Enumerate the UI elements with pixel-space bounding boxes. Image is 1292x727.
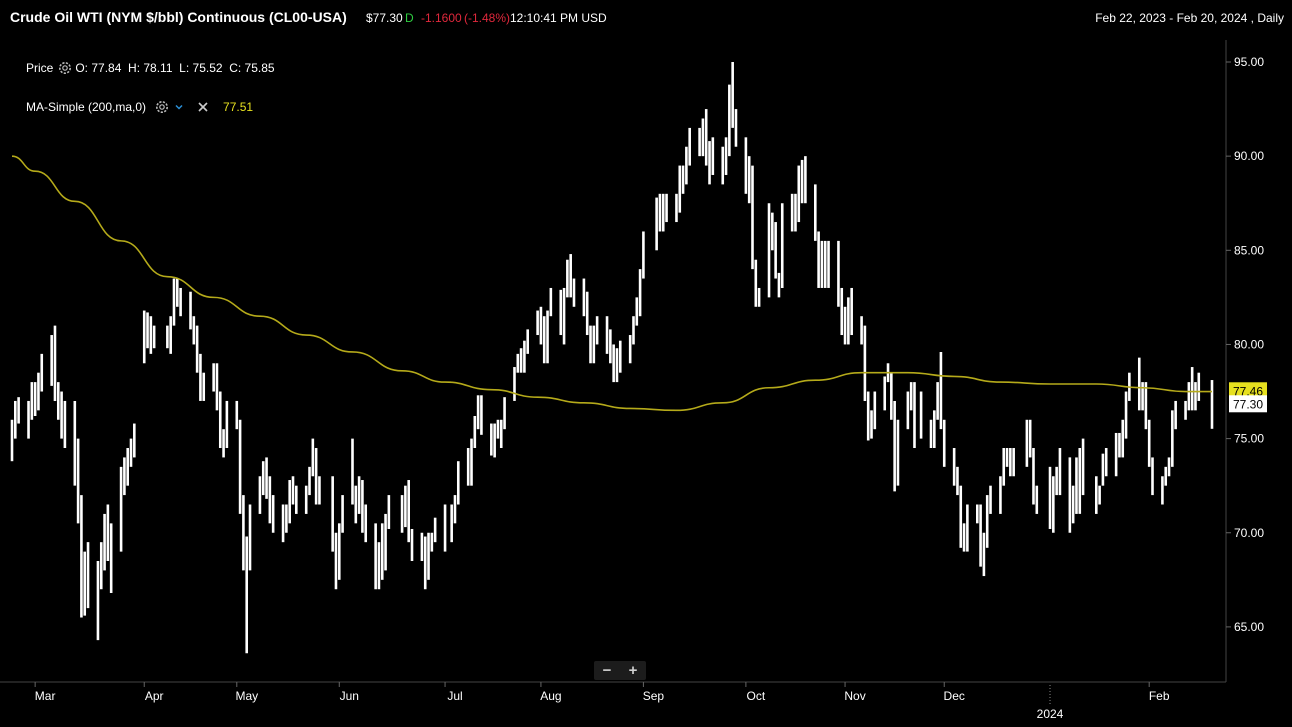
close-icon[interactable] — [197, 101, 209, 113]
ma-line — [11, 155, 1212, 412]
x-tick-label: Aug — [540, 689, 561, 703]
ma-legend: MA-Simple (200,ma,0) 77.51 — [26, 99, 253, 115]
y-tick-label: 80.00 — [1234, 337, 1264, 351]
year-label: 2024 — [1037, 707, 1064, 721]
ma-price-tag: 77.46 — [1229, 382, 1267, 400]
zoom-out-button[interactable]: − — [602, 662, 612, 679]
x-tick-label: Jul — [447, 689, 462, 703]
svg-text:77.30: 77.30 — [1233, 397, 1263, 411]
x-tick-label: May — [235, 689, 258, 703]
y-tick-label: 70.00 — [1234, 526, 1264, 540]
instrument-title: Crude Oil WTI (NYM $/bbl) Continuous (CL… — [10, 9, 347, 25]
date-range[interactable]: Feb 22, 2023 - Feb 20, 2024 , Daily — [1095, 11, 1284, 25]
last-price: $77.30 — [366, 11, 403, 25]
x-tick-label: Sep — [643, 689, 665, 703]
price-change: -1.1600 — [421, 11, 462, 25]
x-tick-label: Dec — [944, 689, 965, 703]
y-tick-label: 85.00 — [1234, 243, 1264, 257]
ohlc-bars — [10, 62, 1214, 654]
y-tick-label: 90.00 — [1234, 149, 1264, 163]
x-tick-label: Nov — [844, 689, 865, 703]
quote-time: 12:10:41 PM USD — [510, 11, 607, 25]
ma-settings-gear-icon[interactable] — [154, 99, 170, 115]
price-legend-label[interactable]: Price — [26, 61, 54, 75]
svg-text:77.46: 77.46 — [1233, 384, 1263, 398]
last-price-tag: 77.30 — [1229, 395, 1267, 413]
x-tick-label: Mar — [35, 689, 56, 703]
price-change-pct: (-1.48%) — [464, 11, 511, 25]
ma-value: 77.51 — [223, 100, 254, 114]
zoom-controls: − + — [594, 661, 646, 680]
y-tick-label: 75.00 — [1234, 432, 1264, 446]
x-tick-label: Oct — [747, 689, 766, 703]
x-tick-label: Feb — [1149, 689, 1170, 703]
axes: 95.00 90.00 85.00 80.00 75.00 70.00 65.00 Mar Ap… — [0, 40, 1267, 721]
price-legend: Price O: 77.84 H: 78.11 L: 75.52 C: 75.8… — [26, 60, 275, 76]
zoom-in-button[interactable]: + — [628, 662, 638, 679]
y-tick-label: 95.00 — [1234, 55, 1264, 69]
price-flag: D — [405, 11, 414, 25]
x-tick-label: Apr — [145, 689, 164, 703]
ma-legend-label[interactable]: MA-Simple (200,ma,0) — [26, 100, 147, 114]
x-tick-label: Jun — [340, 689, 359, 703]
ohlc-readout: O: 77.84 H: 78.11 L: 75.52 C: 75.85 — [75, 61, 275, 75]
price-settings-gear-icon[interactable] — [57, 60, 73, 76]
y-tick-label: 65.00 — [1234, 620, 1264, 634]
chevron-down-icon[interactable] — [174, 102, 184, 112]
chart-header: Crude Oil WTI (NYM $/bbl) Continuous (CL… — [0, 0, 1292, 34]
